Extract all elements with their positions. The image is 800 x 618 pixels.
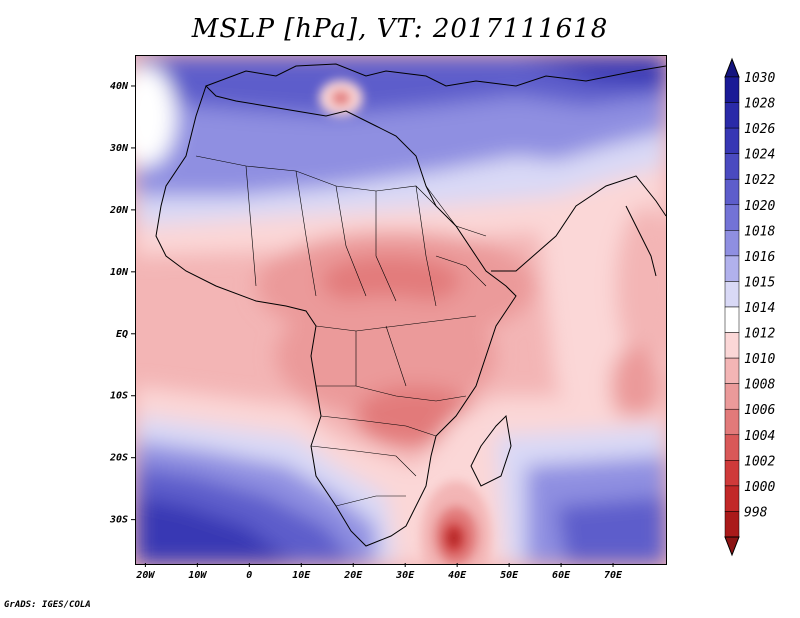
pressure-field-map [136, 56, 666, 564]
colorbar-swatch [724, 332, 740, 359]
colorbar-label: 1018 [744, 224, 775, 239]
colorbar-label: 1020 [744, 199, 775, 214]
lon-tick-label: 20E [343, 570, 363, 581]
lon-tick-label: 60E [552, 570, 571, 581]
colorbar-label: 1030 [744, 71, 775, 86]
colorbar-bottom-arrow [724, 536, 740, 557]
colorbar-label: 1010 [744, 352, 775, 367]
colorbar-label: 1015 [744, 275, 775, 290]
colorbar-label: 1000 [744, 480, 775, 495]
colorbar-label: 1016 [744, 250, 775, 265]
colorbar-swatch [724, 178, 740, 206]
colorbar-swatch [724, 102, 740, 129]
colorbar-label: 1012 [744, 327, 775, 342]
colorbar-swatch [724, 204, 740, 231]
lat-tick-label: EQ [116, 329, 128, 340]
colorbar-swatch [724, 383, 740, 410]
pressure-field [136, 56, 666, 564]
colorbar-swatch [724, 434, 740, 461]
colorbar-top-arrow [724, 57, 740, 78]
colorbar-swatch [724, 127, 740, 154]
colorbar-label: 1028 [744, 97, 775, 112]
lat-tick-label: 10S [110, 391, 128, 402]
colorbar-swatch [724, 76, 740, 103]
colorbar-label: 1002 [744, 454, 775, 469]
colorbar-label: 998 [744, 505, 768, 520]
country-borders [195, 155, 487, 507]
credit-label: GrADS: IGES/COLA [4, 600, 91, 610]
lat-tick-label: 10N [110, 267, 129, 278]
colorbar-swatch [724, 511, 740, 538]
colorbar-swatch [724, 281, 740, 308]
lon-tick-label: 20W [135, 570, 155, 581]
lon-tick-label: 30E [395, 570, 415, 581]
colorbar-label: 1006 [744, 403, 775, 418]
lon-tick-label: 10E [292, 570, 311, 581]
lon-tick-label: 70E [604, 570, 623, 581]
lon-tick-label: 0 [246, 570, 252, 581]
colorbar-label: 1022 [744, 173, 775, 188]
lon-tick-label: 50E [500, 570, 519, 581]
colorbar-swatch [724, 357, 740, 384]
colorbar-swatch [724, 460, 740, 487]
lat-tick-label: 20N [109, 205, 129, 216]
colorbar-label: 1014 [744, 301, 775, 316]
lat-tick-label: 40N [110, 81, 129, 92]
chart-title: MSLP [hPa], VT: 2017111618 [191, 14, 609, 44]
colorbar-swatch [724, 306, 740, 333]
colorbar-swatch [724, 230, 740, 257]
lon-tick-label: 40E [448, 570, 467, 581]
lon-tick-label: 10W [188, 570, 207, 581]
colorbar-swatch [724, 255, 740, 282]
colorbar-label: 1004 [744, 429, 775, 444]
lat-tick-label: 20S [109, 453, 128, 464]
colorbar-label: 1008 [744, 378, 775, 393]
colorbar-label: 1026 [744, 122, 775, 137]
pressure-lows [319, 80, 491, 564]
colorbar-swatch [724, 408, 740, 436]
lat-tick-label: 30N [109, 143, 129, 154]
colorbar-swatch [724, 153, 740, 180]
map-panel [135, 55, 667, 565]
colorbar-swatch [724, 485, 740, 512]
colorbar-label: 1024 [744, 148, 775, 163]
lat-tick-label: 30S [109, 515, 128, 526]
coastlines [155, 63, 666, 547]
